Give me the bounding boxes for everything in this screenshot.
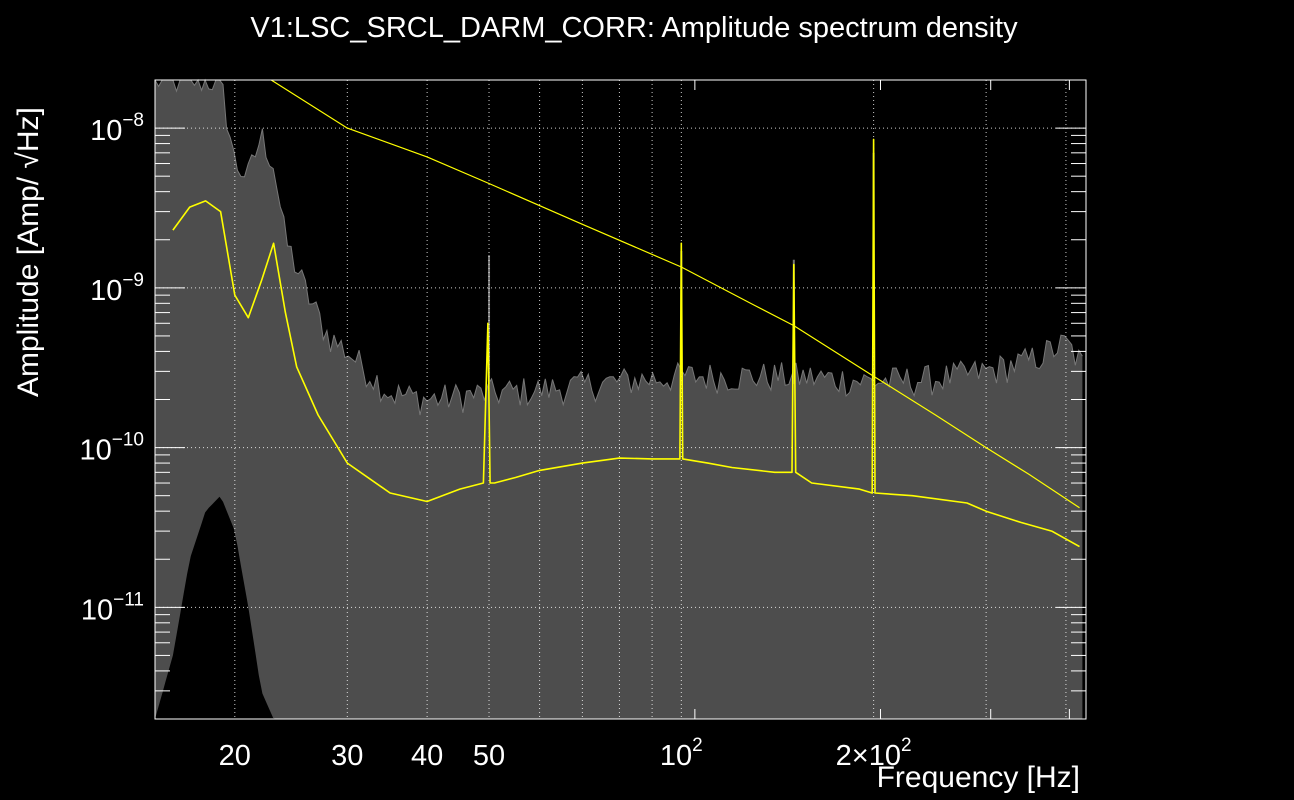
- band-area: [155, 80, 1083, 719]
- x-axis-title: Frequency [Hz]: [877, 761, 1080, 794]
- reference-line: [270, 79, 1080, 509]
- series-group: [172, 79, 1080, 548]
- grid: [155, 80, 1086, 719]
- x-tick-label: 2×102: [836, 735, 912, 772]
- ticks: [155, 79, 1086, 720]
- y-axis-title: Amplitude [Amp/ √Hz]: [12, 107, 45, 397]
- x-tick-label: 30: [331, 740, 363, 772]
- median-line: [172, 138, 1080, 548]
- band-envelope: [154, 78, 1083, 416]
- x-tick-label: 40: [411, 740, 443, 772]
- chart-title: V1:LSC_SRCL_DARM_CORR: Amplitude spectru…: [250, 12, 1018, 44]
- x-tick-label: 20: [219, 740, 251, 772]
- x-tick-label: 50: [473, 740, 505, 772]
